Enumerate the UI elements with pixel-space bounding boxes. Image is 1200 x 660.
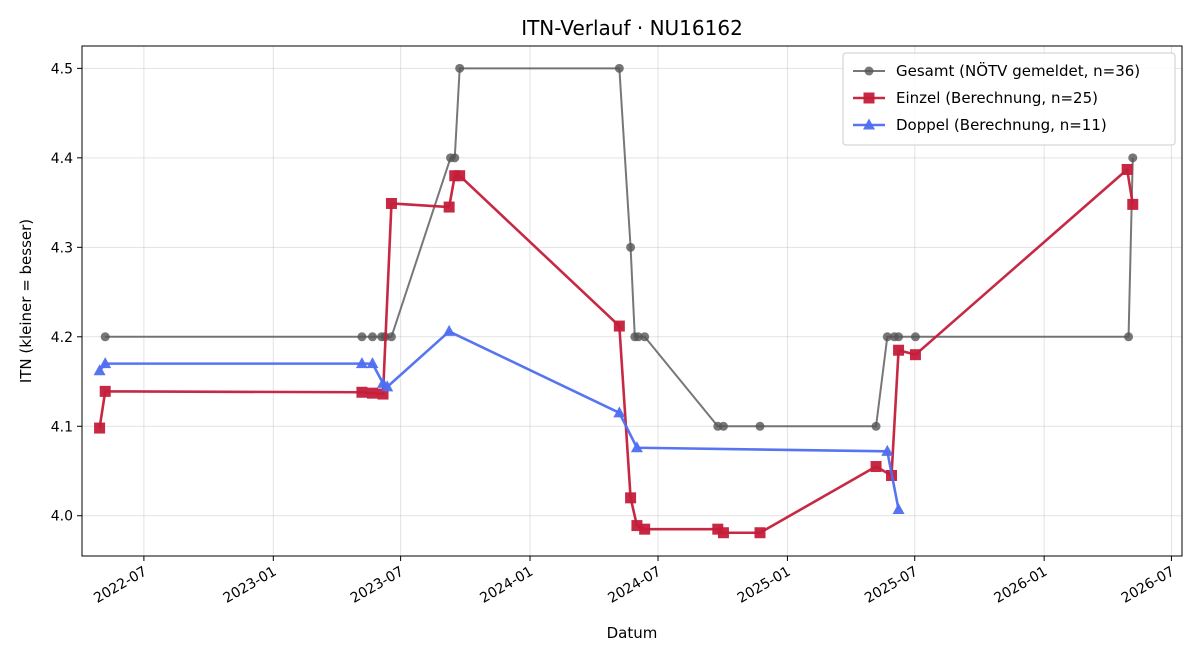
data-point: [754, 527, 766, 539]
series-line: [98, 330, 900, 510]
data-point: [712, 523, 724, 535]
data-point: [1128, 153, 1138, 163]
legend-item: Gesamt (NÖTV gemeldet, n=36): [853, 61, 1140, 80]
data-point: [718, 421, 728, 431]
x-axis-label: Datum: [607, 624, 658, 642]
legend-marker: [864, 66, 874, 76]
x-tick-label: 2023-07: [348, 564, 407, 607]
legend-marker: [863, 118, 875, 130]
x-tick-label: 2025-07: [862, 564, 921, 607]
data-point: [614, 63, 624, 73]
x-tick-label: 2026-07: [1119, 564, 1178, 607]
data-point: [366, 387, 378, 399]
x-tick-label: 2023-01: [221, 564, 280, 607]
data-point: [870, 461, 882, 473]
legend-item: Einzel (Berechnung, n=25): [853, 89, 1098, 107]
data-point: [367, 332, 377, 342]
data-point: [99, 357, 112, 369]
data-point: [1121, 163, 1133, 175]
data-point: [871, 421, 881, 431]
data-point: [613, 406, 626, 418]
data-point: [639, 523, 651, 535]
y-tick-label: 4.2: [51, 330, 73, 346]
data-point: [640, 332, 650, 342]
data-point: [717, 527, 729, 539]
data-point: [357, 332, 367, 342]
data-point: [355, 357, 368, 369]
data-point: [893, 344, 905, 356]
series-doppel: [93, 324, 905, 514]
data-point: [99, 385, 111, 397]
series-layer: [93, 63, 1139, 539]
data-point: [625, 492, 637, 504]
data-point: [454, 170, 466, 182]
data-point: [755, 421, 765, 431]
data-point: [631, 520, 643, 532]
x-tick-label: 2022-07: [91, 564, 150, 607]
legend-label: Einzel (Berechnung, n=25): [896, 89, 1098, 107]
data-point: [93, 364, 106, 376]
data-point: [94, 422, 106, 434]
x-tick-label: 2024-07: [605, 564, 664, 607]
data-point: [910, 332, 920, 342]
data-point: [455, 63, 465, 73]
data-point: [381, 380, 394, 392]
data-point: [882, 332, 892, 342]
data-point: [366, 357, 379, 369]
series-einzel: [94, 163, 1139, 539]
plot-frame: [81, 45, 1183, 557]
legend: Gesamt (NÖTV gemeldet, n=36) Einzel (Bere…: [842, 52, 1176, 146]
series-line: [98, 168, 1135, 535]
x-tick-label: 2024-01: [477, 564, 536, 607]
data-point: [385, 197, 397, 209]
data-point: [909, 349, 921, 361]
data-point: [1127, 198, 1139, 210]
data-point: [881, 444, 894, 456]
data-point: [377, 388, 389, 400]
data-point: [894, 332, 904, 342]
legend-item: Doppel (Berechnung, n=11): [853, 116, 1107, 134]
y-tick-label: 4.5: [51, 61, 73, 77]
chart-title: ITN-Verlauf · NU16162: [521, 16, 743, 40]
data-point: [1124, 332, 1134, 342]
legend-label: Doppel (Berechnung, n=11): [896, 116, 1107, 134]
data-point: [356, 386, 368, 398]
legend-marker: [863, 92, 875, 104]
data-point: [613, 320, 625, 332]
y-tick-label: 4.1: [51, 419, 73, 435]
data-point: [633, 332, 643, 342]
y-tick-label: 4.3: [51, 240, 73, 256]
data-point: [100, 332, 110, 342]
data-point: [443, 201, 455, 213]
data-point: [630, 441, 643, 453]
data-point: [626, 242, 636, 252]
data-point: [450, 153, 460, 163]
x-tick-label: 2025-01: [735, 564, 794, 607]
data-point: [892, 502, 905, 514]
y-tick-label: 4.0: [51, 509, 73, 525]
data-point: [386, 332, 396, 342]
y-axis-label: ITN (kleiner = besser): [17, 219, 35, 383]
y-tick-label: 4.4: [51, 151, 73, 167]
data-point: [443, 324, 456, 336]
legend-box: [842, 52, 1176, 146]
legend-label: Gesamt (NÖTV gemeldet, n=36): [896, 61, 1140, 80]
x-tick-label: 2026-01: [991, 564, 1050, 607]
